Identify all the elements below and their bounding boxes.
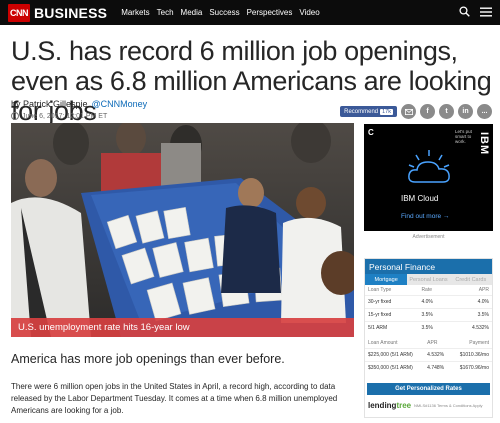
tab-mortgage[interactable]: Mortgage — [365, 274, 408, 285]
ad-tagline: Let's put smart to work. — [455, 129, 472, 144]
article-photo[interactable]: U.S. unemployment rate hits 16-year low — [11, 123, 354, 337]
recommend-count: 17k — [380, 108, 393, 115]
apr-cell: 4.748% — [424, 360, 451, 374]
recommend-label: Recommend — [344, 108, 379, 115]
tab-credit-cards[interactable]: Credit Cards — [455, 276, 487, 283]
logo-text-lending: lending — [368, 401, 397, 410]
legal-disclaimer-link[interactable]: NMLS#1136 Terms & Conditions Apply — [414, 403, 483, 408]
photo-caption: U.S. unemployment rate hits 16-year low — [11, 318, 354, 337]
email-icon — [404, 108, 413, 115]
finance-tabs: Mortgage Personal Loans Credit Cards — [365, 274, 492, 285]
top-nav-bar: CNN BUSINESS Markets Tech Media Success … — [0, 0, 500, 25]
column-header: Loan Amount — [368, 339, 398, 346]
mortgage-rates-table: Loan Type Rate APR 30-yr fixed 4.0% 4.0%… — [365, 285, 492, 335]
table-row[interactable]: $225,000 (5/1 ARM) 4.532% $1010.36/mo — [365, 347, 492, 361]
rate-cell: 4.0% — [418, 295, 451, 309]
loan-amount-cell: $225,000 (5/1 ARM) — [365, 347, 425, 361]
facebook-recommend-button[interactable]: Recommend 17k — [340, 106, 397, 117]
nav-item-tech[interactable]: Tech — [156, 8, 174, 17]
table-row[interactable]: $350,000 (5/1 ARM) 4.748% $1670.96/mo — [365, 360, 492, 374]
column-header: APR — [427, 339, 438, 346]
ibm-cloud-ad[interactable]: C Let's put smart to work. IBM IBM Cloud… — [364, 124, 493, 231]
get-personalized-rates-button[interactable]: Get Personalized Rates — [367, 383, 490, 395]
apr-cell: 3.5% — [450, 308, 492, 322]
loan-type-cell: 30-yr fixed — [365, 295, 419, 309]
nav-item-media[interactable]: Media — [180, 8, 203, 17]
menu-icon[interactable] — [480, 7, 492, 17]
job-fair-image — [11, 123, 354, 337]
byline: by Patrick Gillespie @CNNMoney — [11, 99, 147, 109]
payment-cell: $1010.36/mo — [450, 347, 492, 361]
logo-text-tree: tree — [396, 401, 412, 410]
loan-type-cell: 15-yr fixed — [365, 308, 419, 322]
author-name: by Patrick Gillespie — [11, 99, 88, 109]
nav-item-success[interactable]: Success — [209, 8, 240, 17]
ibm-logo: IBM — [478, 132, 490, 156]
share-bar: Recommend 17k f t in ... — [340, 104, 492, 119]
column-header: Rate — [421, 287, 432, 293]
article-headline: U.S. has record 6 million job openings, … — [11, 36, 492, 126]
apr-cell: 4.532% — [450, 321, 492, 335]
rate-cell: 3.5% — [418, 308, 451, 322]
author-handle-link[interactable]: @CNNMoney — [91, 99, 148, 109]
apr-cell: 4.532% — [424, 347, 451, 361]
cnn-logo[interactable]: CNN — [8, 3, 30, 22]
search-icon[interactable] — [459, 6, 470, 17]
column-header: APR — [478, 287, 489, 293]
clock-icon — [11, 112, 19, 120]
apr-cell: 4.0% — [450, 295, 492, 309]
payment-cell: $1670.96/mo — [450, 360, 492, 374]
rate-cell: 3.5% — [418, 321, 451, 335]
tab-personal-loans[interactable]: Personal Loans — [409, 276, 448, 283]
advertisement-label: Advertisement — [412, 234, 445, 240]
column-header: Payment — [469, 339, 489, 346]
lendingtree-logo[interactable]: lendingtree — [368, 401, 411, 410]
twitter-share-button[interactable]: t — [439, 104, 454, 119]
table-row[interactable]: 30-yr fixed 4.0% 4.0% — [365, 295, 492, 309]
top-icons — [459, 6, 492, 17]
loan-payment-table: Loan Amount APR Payment $225,000 (5/1 AR… — [365, 338, 492, 374]
nav-item-markets[interactable]: Markets — [121, 8, 150, 17]
loan-type-cell: 5/1 ARM — [365, 321, 419, 335]
nav-item-perspectives[interactable]: Perspectives — [246, 8, 293, 17]
table-row[interactable]: 15-yr fixed 3.5% 3.5% — [365, 308, 492, 322]
ad-corner-mark: C — [368, 128, 374, 137]
facebook-share-button[interactable]: f — [420, 104, 435, 119]
article-lead: America has more job openings than ever … — [11, 352, 285, 366]
column-header: Loan Type — [368, 287, 392, 293]
article-paragraph: There were 6 million open jobs in the Un… — [11, 382, 338, 415]
publish-date: June 6, 2017: 12:01 PM ET — [22, 112, 108, 120]
nav-item-video[interactable]: Video — [299, 8, 320, 17]
business-logo[interactable]: BUSINESS — [34, 4, 108, 21]
finance-widget-title: Personal Finance — [365, 259, 492, 274]
personal-finance-widget: Personal Finance Mortgage Personal Loans… — [364, 258, 493, 418]
loan-amount-cell: $350,000 (5/1 ARM) — [365, 360, 425, 374]
more-share-button[interactable]: ... — [477, 104, 492, 119]
ad-title: IBM Cloud — [401, 194, 439, 203]
cloud-icon — [404, 148, 454, 193]
ad-cta-link[interactable]: Find out more — [401, 213, 449, 220]
table-row[interactable]: 5/1 ARM 3.5% 4.532% — [365, 321, 492, 335]
email-share-button[interactable] — [401, 104, 416, 119]
section-nav: Markets Tech Media Success Perspectives … — [121, 8, 320, 17]
dateline: June 6, 2017: 12:01 PM ET — [11, 112, 107, 120]
linkedin-share-button[interactable]: in — [458, 104, 473, 119]
